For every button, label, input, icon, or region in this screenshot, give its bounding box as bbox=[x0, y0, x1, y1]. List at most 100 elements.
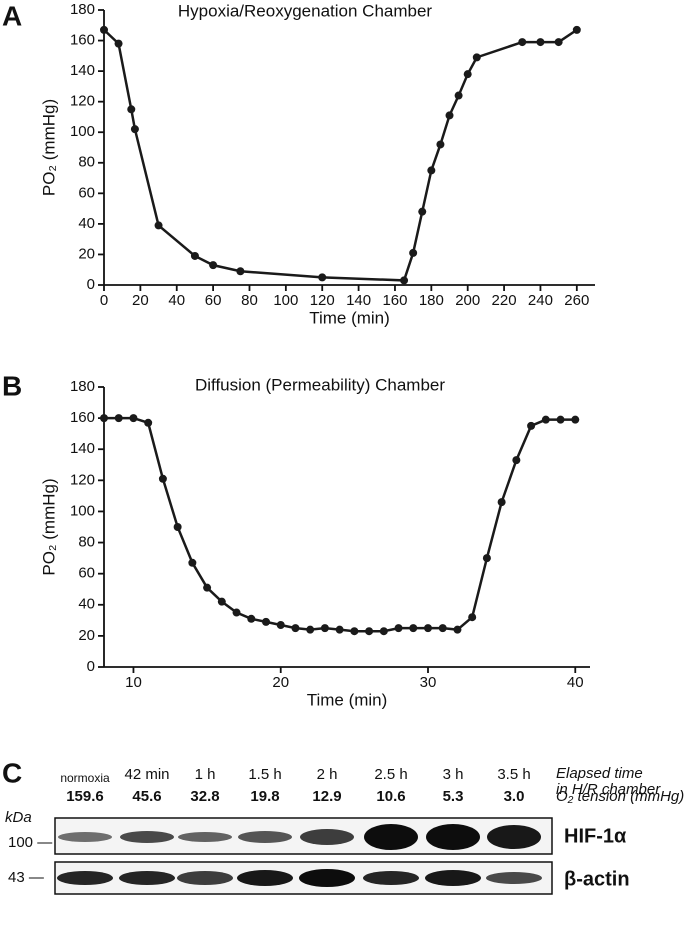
data-point bbox=[350, 627, 359, 636]
band-label: HIF-1α bbox=[564, 825, 627, 847]
hif-band bbox=[238, 831, 292, 843]
y-axis-title: PO₂ (mmHg) bbox=[39, 478, 58, 575]
data-point bbox=[276, 621, 285, 629]
elapsed-label: in H/R chamber bbox=[556, 781, 661, 798]
actin-band bbox=[299, 869, 355, 887]
data-point bbox=[394, 624, 403, 633]
y-tick-label: 0 bbox=[87, 658, 95, 675]
data-point bbox=[536, 38, 545, 47]
data-point bbox=[306, 625, 315, 634]
data-point bbox=[453, 625, 462, 634]
data-point bbox=[497, 498, 506, 507]
y-tick-label: 160 bbox=[70, 32, 95, 49]
x-tick-label: 240 bbox=[528, 292, 553, 309]
lane-label: 2.5 h bbox=[374, 766, 407, 783]
data-point bbox=[379, 627, 388, 636]
hif-band bbox=[364, 824, 418, 850]
data-point bbox=[454, 91, 463, 100]
data-point bbox=[554, 38, 563, 47]
data-point bbox=[236, 267, 245, 276]
panel-label: B bbox=[2, 370, 22, 401]
data-point bbox=[158, 474, 167, 483]
data-point bbox=[247, 614, 256, 623]
x-tick-label: 200 bbox=[455, 292, 480, 309]
o2-tension: 3.0 bbox=[504, 788, 525, 805]
x-tick-label: 140 bbox=[346, 292, 371, 309]
y-tick-label: 100 bbox=[70, 123, 95, 140]
x-tick-label: 10 bbox=[125, 674, 142, 691]
data-point bbox=[100, 25, 108, 34]
data-point bbox=[335, 625, 344, 634]
actin-band bbox=[486, 872, 542, 884]
hif-band bbox=[300, 829, 354, 845]
data-point bbox=[512, 456, 521, 465]
panel-label: A bbox=[2, 0, 22, 31]
x-tick-label: 100 bbox=[273, 292, 298, 309]
y-tick-label: 180 bbox=[70, 1, 95, 18]
data-point bbox=[318, 273, 327, 282]
hif-band bbox=[487, 825, 541, 849]
data-point bbox=[144, 418, 153, 427]
actin-band bbox=[237, 870, 293, 886]
y-tick-label: 180 bbox=[70, 378, 95, 395]
data-point bbox=[209, 261, 218, 270]
x-tick-label: 120 bbox=[310, 292, 335, 309]
x-tick-label: 180 bbox=[419, 292, 444, 309]
lane-label: 1 h bbox=[195, 766, 216, 783]
data-point bbox=[190, 251, 199, 260]
lane-label: normoxia bbox=[60, 771, 110, 785]
data-point bbox=[482, 554, 491, 563]
chart-title: Hypoxia/Reoxygenation Chamber bbox=[178, 1, 433, 20]
data-point bbox=[518, 38, 527, 47]
lane-label: 42 min bbox=[124, 766, 169, 783]
y-tick-label: 40 bbox=[78, 215, 95, 232]
y-tick-label: 80 bbox=[78, 154, 95, 171]
x-tick-label: 80 bbox=[241, 292, 258, 309]
hif-band bbox=[426, 824, 480, 850]
hif-band bbox=[178, 832, 232, 842]
x-tick-label: 160 bbox=[382, 292, 407, 309]
data-point bbox=[203, 583, 212, 592]
actin-band bbox=[425, 870, 481, 886]
y-tick-label: 100 bbox=[70, 502, 95, 519]
o2-tension: 45.6 bbox=[132, 788, 161, 805]
data-point bbox=[114, 39, 123, 48]
data-line bbox=[103, 28, 578, 282]
x-tick-label: 40 bbox=[168, 292, 185, 309]
tension-label: O₂ tension (mmHg) bbox=[556, 788, 684, 805]
hif-band bbox=[120, 831, 174, 843]
y-tick-label: 40 bbox=[78, 596, 95, 613]
x-tick-label: 60 bbox=[205, 292, 222, 309]
lane-label: 3.5 h bbox=[497, 766, 530, 783]
y-tick-label: 160 bbox=[70, 409, 95, 426]
x-tick-label: 30 bbox=[420, 674, 437, 691]
data-point bbox=[320, 624, 329, 633]
lane-label: 3 h bbox=[443, 766, 464, 783]
y-tick-label: 60 bbox=[78, 565, 95, 582]
lane-label: 1.5 h bbox=[248, 766, 281, 783]
y-tick-label: 20 bbox=[78, 627, 95, 644]
y-tick-label: 120 bbox=[70, 471, 95, 488]
data-point bbox=[409, 624, 418, 633]
y-tick-label: 80 bbox=[78, 534, 95, 551]
actin-band bbox=[57, 871, 113, 885]
data-point bbox=[571, 415, 580, 424]
data-point bbox=[217, 597, 226, 606]
data-point bbox=[427, 166, 436, 175]
data-point bbox=[100, 414, 108, 423]
data-point bbox=[130, 125, 139, 134]
y-axis-title: PO₂ (mmHg) bbox=[39, 99, 58, 196]
x-tick-label: 220 bbox=[492, 292, 517, 309]
y-tick-label: 0 bbox=[87, 276, 95, 293]
data-point bbox=[232, 608, 241, 617]
chart-title: Diffusion (Permeability) Chamber bbox=[195, 375, 445, 394]
data-point bbox=[114, 414, 123, 423]
x-axis-title: Time (min) bbox=[307, 690, 388, 709]
data-point bbox=[472, 53, 481, 62]
data-point bbox=[365, 627, 374, 636]
o2-tension: 19.8 bbox=[250, 788, 279, 805]
data-point bbox=[424, 624, 432, 633]
o2-tension: 5.3 bbox=[443, 788, 464, 805]
o2-tension: 12.9 bbox=[312, 788, 341, 805]
